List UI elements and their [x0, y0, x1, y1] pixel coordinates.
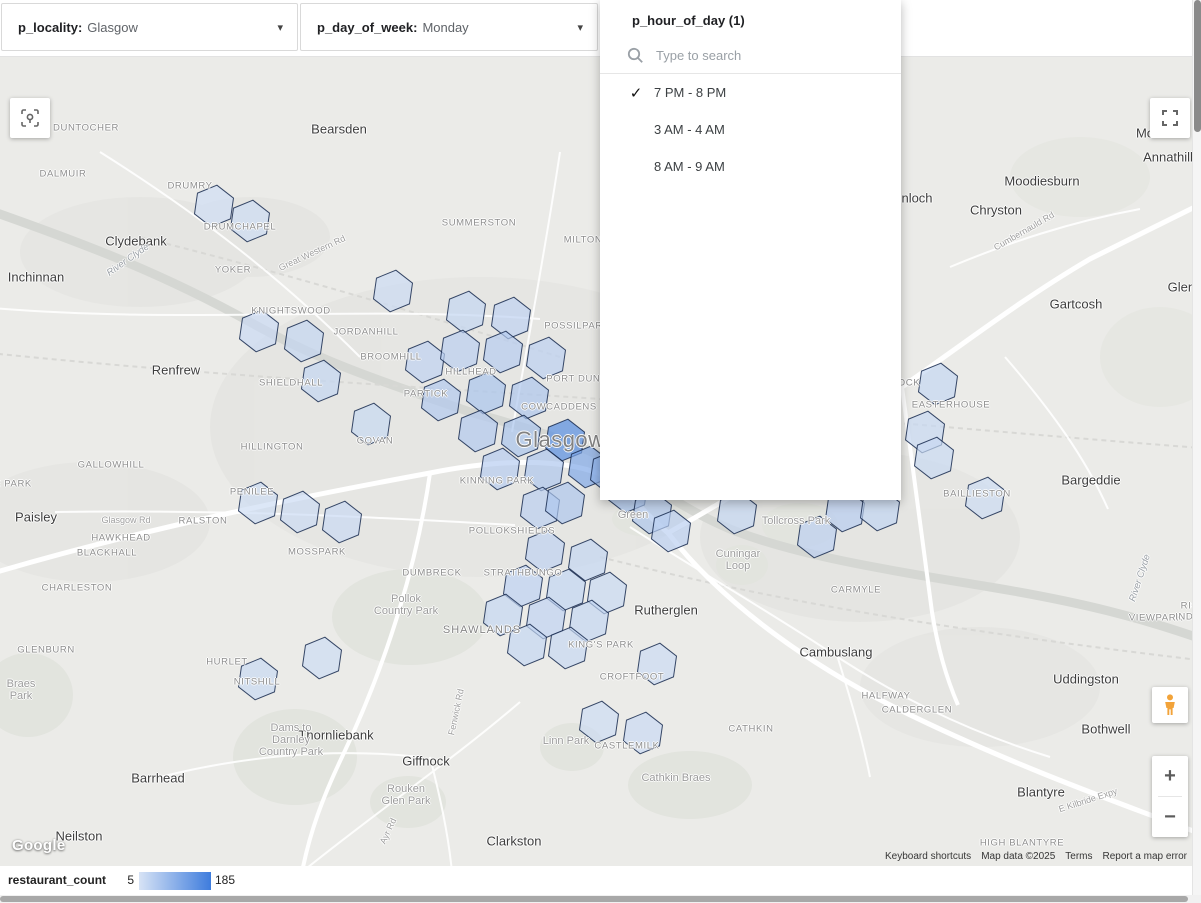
hex-cell[interactable]: [237, 481, 279, 525]
pegman-control[interactable]: [1152, 687, 1188, 723]
hex-cell[interactable]: [193, 184, 235, 228]
day-filter-value: Monday: [422, 19, 469, 35]
hex-cell[interactable]: [964, 476, 1006, 520]
locality-filter[interactable]: p_locality: Glasgow ▾: [1, 3, 298, 51]
hex-cell[interactable]: [482, 593, 524, 637]
hex-cell[interactable]: [465, 371, 507, 415]
legend-bar: restaurant_count 5 185: [0, 866, 1201, 895]
hex-cell[interactable]: [913, 436, 955, 480]
horizontal-scrollbar-thumb[interactable]: [0, 896, 1188, 902]
hex-cell[interactable]: [578, 700, 620, 744]
hour-option-label: 7 PM - 8 PM: [654, 85, 727, 100]
hex-cell[interactable]: [524, 529, 566, 573]
hour-dropdown-panel: p_hour_of_day (1) ✓ 7 PM - 8 PM 3 AM - 4 A…: [600, 0, 901, 500]
hex-cell[interactable]: [636, 642, 678, 686]
search-icon: [627, 47, 643, 63]
hex-cell[interactable]: [301, 636, 343, 680]
zoom-controls: + −: [1152, 756, 1188, 837]
locality-filter-value: Glasgow: [87, 19, 138, 35]
hex-cell[interactable]: [716, 491, 758, 535]
hour-option-label: 8 AM - 9 AM: [654, 159, 725, 174]
legend-max-value: 185: [215, 873, 236, 887]
hex-cell[interactable]: [479, 447, 521, 491]
hour-option[interactable]: 3 AM - 4 AM: [600, 111, 901, 148]
horizontal-scrollbar[interactable]: [0, 895, 1201, 903]
map-attribution: Keyboard shortcuts Map data ©2025 Terms …: [885, 851, 1187, 862]
map-data-text: Map data ©2025: [981, 851, 1056, 862]
pegman-icon: [1165, 694, 1175, 715]
my-location-control[interactable]: [10, 98, 50, 138]
hex-cell[interactable]: [238, 309, 280, 353]
hex-cell[interactable]: [321, 500, 363, 544]
chevron-down-icon: ▾: [577, 21, 583, 34]
zoom-divider: [1158, 796, 1182, 797]
google-logo[interactable]: Google: [12, 837, 66, 854]
hex-cell[interactable]: [506, 623, 548, 667]
hex-cell[interactable]: [300, 359, 342, 403]
hex-cell[interactable]: [457, 409, 499, 453]
hour-panel-title: p_hour_of_day (1): [632, 13, 745, 28]
legend-min-value: 5: [127, 873, 134, 887]
hex-cell[interactable]: [650, 509, 692, 553]
report-error-link[interactable]: Report a map error: [1102, 851, 1187, 862]
hex-cell[interactable]: [229, 199, 271, 243]
legend-gradient-bar: [139, 872, 211, 890]
hex-layer: [193, 184, 1006, 755]
hour-option[interactable]: ✓ 7 PM - 8 PM: [600, 74, 901, 111]
vertical-scrollbar-thumb[interactable]: [1194, 0, 1201, 132]
chevron-down-icon: ▾: [277, 21, 283, 34]
hex-cell[interactable]: [279, 490, 321, 534]
hour-search-input[interactable]: [656, 47, 866, 63]
hour-option[interactable]: 8 AM - 9 AM: [600, 148, 901, 185]
day-filter-label: p_day_of_week:: [317, 19, 418, 35]
hex-cell[interactable]: [372, 269, 414, 313]
hex-cell[interactable]: [508, 376, 550, 420]
fullscreen-control[interactable]: [1150, 98, 1190, 138]
vertical-scrollbar[interactable]: [1192, 0, 1201, 903]
hex-cell[interactable]: [567, 538, 609, 582]
hex-cell[interactable]: [350, 402, 392, 446]
hex-cell[interactable]: [404, 340, 446, 384]
hex-cell[interactable]: [500, 414, 542, 458]
day-of-week-filter[interactable]: p_day_of_week: Monday ▾: [300, 3, 598, 51]
locality-filter-label: p_locality:: [18, 19, 83, 35]
hex-cell[interactable]: [482, 330, 524, 374]
hex-cell[interactable]: [796, 515, 838, 559]
hex-cell[interactable]: [917, 362, 959, 406]
hex-cell[interactable]: [544, 481, 586, 525]
keyboard-shortcuts-link[interactable]: Keyboard shortcuts: [885, 851, 972, 862]
hex-cell[interactable]: [237, 657, 279, 701]
check-icon: ✓: [629, 84, 643, 102]
fullscreen-icon: [1162, 110, 1178, 126]
hour-search-row: [600, 37, 901, 74]
zoom-in-button[interactable]: +: [1152, 756, 1188, 796]
hour-options-list: ✓ 7 PM - 8 PM 3 AM - 4 AM 8 AM - 9 AM: [600, 74, 901, 185]
hex-cell[interactable]: [283, 319, 325, 363]
zoom-out-button[interactable]: −: [1152, 797, 1188, 837]
hex-cell[interactable]: [547, 626, 589, 670]
location-pin-icon: [21, 109, 39, 127]
legend-field-label: restaurant_count: [8, 873, 107, 887]
terms-link[interactable]: Terms: [1065, 851, 1093, 862]
hex-cell[interactable]: [445, 290, 487, 334]
hex-cell[interactable]: [420, 378, 462, 422]
hex-cell[interactable]: [439, 329, 481, 373]
hour-option-label: 3 AM - 4 AM: [654, 122, 725, 137]
hex-cell[interactable]: [525, 336, 567, 380]
hex-cell[interactable]: [622, 711, 664, 755]
hex-cell[interactable]: [490, 296, 532, 340]
